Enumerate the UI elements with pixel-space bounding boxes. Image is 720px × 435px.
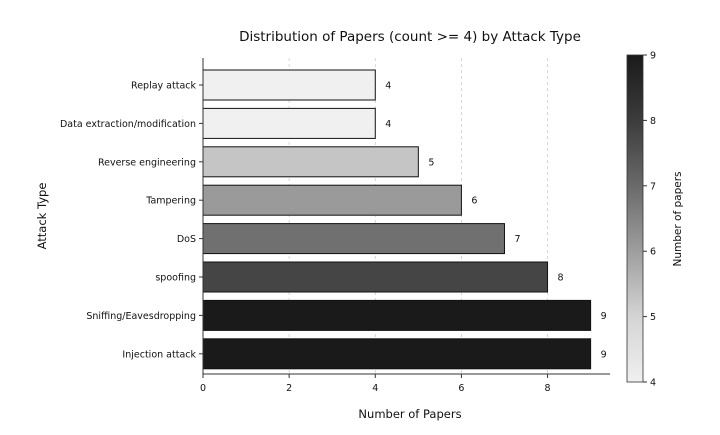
chart-title: Distribution of Papers (count >= 4) by A…	[239, 29, 581, 45]
bars: 4 4 5 6 7 8 9 9	[202, 69, 607, 370]
colorbar-tick-label: 4	[650, 378, 656, 389]
bar	[202, 261, 549, 293]
colorbar-tick-label: 6	[650, 247, 656, 258]
y-axis-label: Attack Type	[35, 183, 49, 250]
y-tick-label: DoS	[177, 234, 196, 245]
x-tick-label: 2	[286, 383, 292, 394]
grid-lines	[288, 58, 548, 374]
x-tick-label: 4	[372, 383, 378, 394]
bar	[202, 338, 592, 370]
data-label: 9	[601, 349, 607, 360]
x-tick-label: 8	[545, 383, 551, 394]
y-tick-label: Injection attack	[122, 349, 196, 360]
bar	[202, 299, 592, 331]
data-label: 4	[385, 119, 391, 130]
y-tick-label: Replay attack	[131, 81, 196, 92]
data-label: 5	[428, 157, 434, 168]
y-tick-label: spoofing	[155, 273, 196, 284]
data-label: 4	[385, 81, 391, 92]
bar	[202, 223, 505, 255]
colorbar-tick-label: 9	[650, 51, 656, 62]
x-tick-label: 0	[200, 383, 206, 394]
axes	[202, 58, 610, 375]
x-axis-label: Number of Papers	[358, 407, 461, 421]
data-label: 9	[601, 311, 607, 322]
bar	[202, 146, 419, 178]
tick-labels: Replay attack Data extraction/modificatio…	[60, 81, 551, 395]
bar	[202, 184, 462, 216]
colorbar-label: Number of papers	[672, 172, 684, 267]
y-tick-label: Data extraction/modification	[60, 119, 196, 130]
data-label: 6	[471, 196, 477, 207]
colorbar	[626, 54, 644, 383]
y-tick-label: Reverse engineering	[98, 157, 196, 168]
data-label: 7	[514, 234, 520, 245]
colorbar-tick-label: 7	[650, 181, 656, 192]
y-tick-label: Tampering	[145, 196, 196, 207]
data-label: 8	[558, 273, 564, 284]
colorbar-ticks: 4 5 6 7 8 9	[643, 51, 656, 389]
colorbar-tick-label: 8	[650, 116, 656, 127]
x-tick-label: 6	[458, 383, 464, 394]
colorbar-tick-label: 5	[650, 312, 656, 323]
y-tick-label: Sniffing/Eavesdropping	[86, 311, 196, 322]
bar	[202, 107, 376, 139]
bar	[202, 69, 376, 101]
